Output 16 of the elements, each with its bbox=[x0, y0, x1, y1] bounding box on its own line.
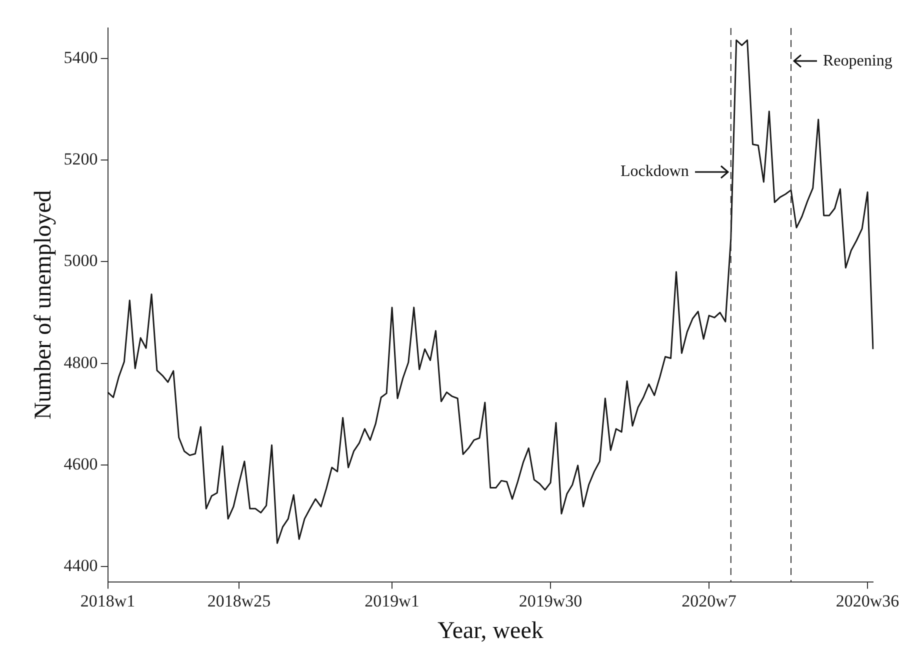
x-tick-label: 2019w1 bbox=[364, 591, 420, 610]
x-tick-label: 2018w1 bbox=[80, 591, 136, 610]
annotation: Lockdown bbox=[620, 163, 689, 180]
y-tick-label: 5200 bbox=[64, 150, 98, 169]
annotation: Reopening bbox=[823, 52, 892, 70]
x-tick-label: 2020w36 bbox=[836, 591, 900, 610]
y-axis-title: Number of unemployed bbox=[30, 190, 57, 420]
x-tick-label: 2020w7 bbox=[682, 591, 737, 610]
x-tick-label: 2019w30 bbox=[518, 591, 582, 610]
x-axis-title: Year, week bbox=[437, 618, 544, 644]
y-tick-label: 5400 bbox=[64, 48, 98, 67]
y-tick-label: 4400 bbox=[64, 556, 98, 576]
y-tick-label: 4800 bbox=[64, 352, 98, 372]
y-tick-label: 4600 bbox=[64, 454, 98, 474]
y-tick-label: 5000 bbox=[64, 251, 98, 270]
x-tick-label: 2018w25 bbox=[207, 591, 271, 610]
